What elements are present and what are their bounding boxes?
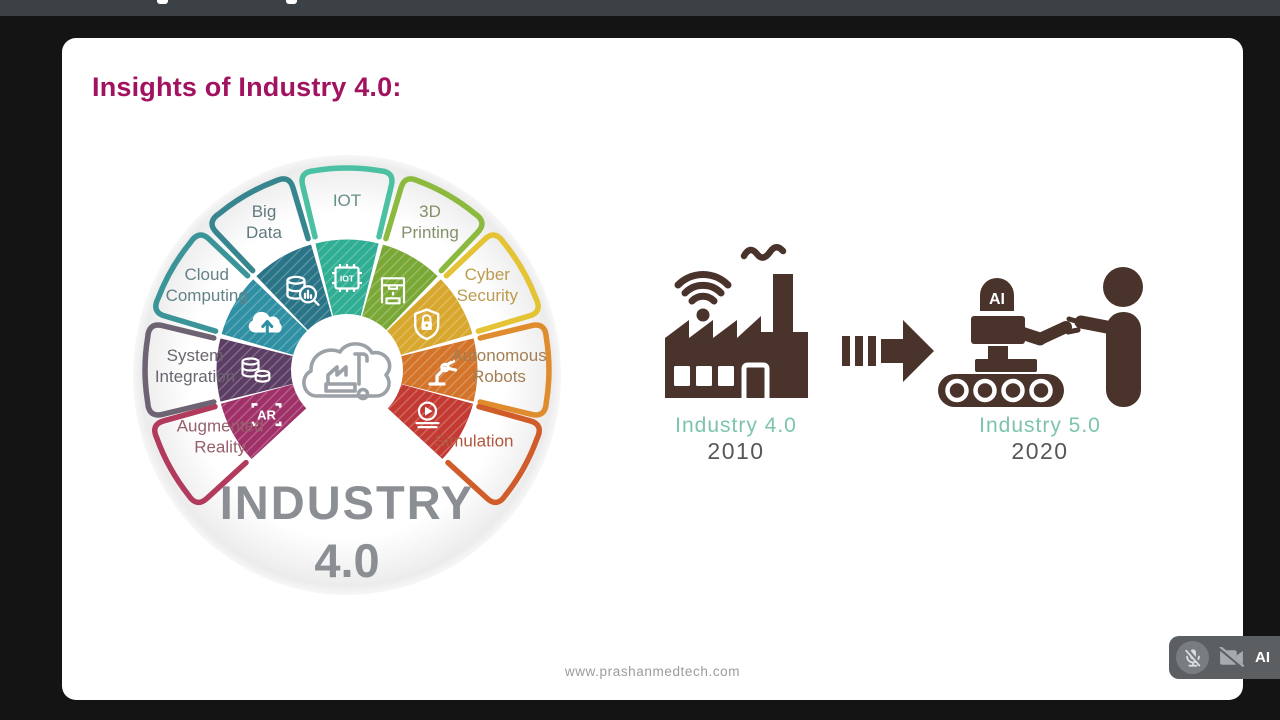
wheel-segment-system-integration: System Integration bbox=[142, 322, 294, 418]
wheel-segment-label: Big Data bbox=[246, 202, 282, 242]
wheel-segment-label: Simulation bbox=[434, 431, 513, 450]
wheel-segment-label: 3D Printing bbox=[401, 202, 459, 242]
cloud-factory-icon bbox=[302, 342, 392, 401]
industry-50-year: 2020 bbox=[1011, 438, 1069, 464]
slide-title: Insights of Industry 4.0: bbox=[92, 72, 402, 102]
clipped-text-mark bbox=[286, 0, 297, 4]
industry-40-year: 2010 bbox=[707, 438, 765, 464]
industry40-wheel-diagram: Big Data IOT IOT 3D Printing Cyber Security Auto… bbox=[122, 130, 572, 600]
robot-arm-icon bbox=[428, 359, 458, 386]
wheel-segment-autonomous-robots: Autonomous Robots bbox=[400, 322, 552, 418]
camera-off-button[interactable] bbox=[1218, 647, 1245, 668]
wheel-segment-label: Cyber Security bbox=[457, 265, 519, 305]
wheel-segment-3d-printing: 3D Printing bbox=[362, 176, 485, 331]
smart-factory-icon bbox=[665, 244, 808, 400]
wheel-segment-simulation: Simulation bbox=[387, 384, 542, 506]
wheel-segment-label: Cloud Computing bbox=[166, 265, 248, 305]
robot-human-handshake-icon: AI bbox=[938, 267, 1143, 407]
industry40-wheel: Big Data IOT IOT 3D Printing Cyber Security Auto… bbox=[133, 155, 561, 595]
wheel-segment-big-data: Big Data bbox=[209, 176, 332, 331]
3d-printer-icon bbox=[380, 277, 406, 305]
wheel-segment-label: IOT bbox=[333, 191, 361, 210]
wheel-segment-cyber-security: Cyber Security bbox=[386, 232, 541, 355]
wheel-segment-label: System Integration bbox=[155, 346, 235, 386]
bar-analytics-icon bbox=[286, 275, 320, 306]
robot-ai-label: AI bbox=[989, 291, 1005, 308]
wheel-center-version: 4.0 bbox=[314, 534, 379, 587]
ar-brackets-icon: AR bbox=[251, 403, 282, 427]
database-sync-icon bbox=[241, 357, 271, 383]
browser-top-bar bbox=[0, 0, 1280, 16]
right-arrow-icon bbox=[842, 320, 934, 382]
mic-off-icon bbox=[1184, 648, 1201, 667]
industry-50-label: Industry 5.0 bbox=[979, 414, 1101, 437]
call-status-pill: AI bbox=[1169, 636, 1280, 679]
mic-off-button[interactable] bbox=[1176, 641, 1209, 674]
participant-label: AI bbox=[1255, 649, 1270, 666]
camera-off-icon bbox=[1218, 647, 1245, 668]
wheel-center-title: INDUSTRY bbox=[220, 476, 475, 529]
cloud-upload-icon bbox=[248, 311, 282, 334]
presentation-slide: Insights of Industry 4.0: Big Data IOT IOT 3… bbox=[62, 38, 1243, 700]
svg-text:AR: AR bbox=[257, 408, 276, 423]
iot-chip-icon: IOT bbox=[332, 264, 362, 292]
svg-text:IOT: IOT bbox=[340, 274, 355, 284]
simulation-play-icon bbox=[415, 401, 440, 429]
industry-40-label: Industry 4.0 bbox=[675, 414, 797, 437]
footer-url: www.prashanmedtech.com bbox=[564, 664, 741, 679]
wheel-segment-label: Augmented Reality bbox=[177, 416, 264, 456]
wheel-segment-label: Autonomous Robots bbox=[451, 346, 546, 386]
clipped-text-mark bbox=[157, 0, 168, 4]
wheel-segment-cloud-computing: Cloud Computing bbox=[153, 232, 308, 355]
wheel-segment-iot: IOT IOT bbox=[299, 165, 395, 317]
shield-lock-icon bbox=[414, 308, 440, 341]
